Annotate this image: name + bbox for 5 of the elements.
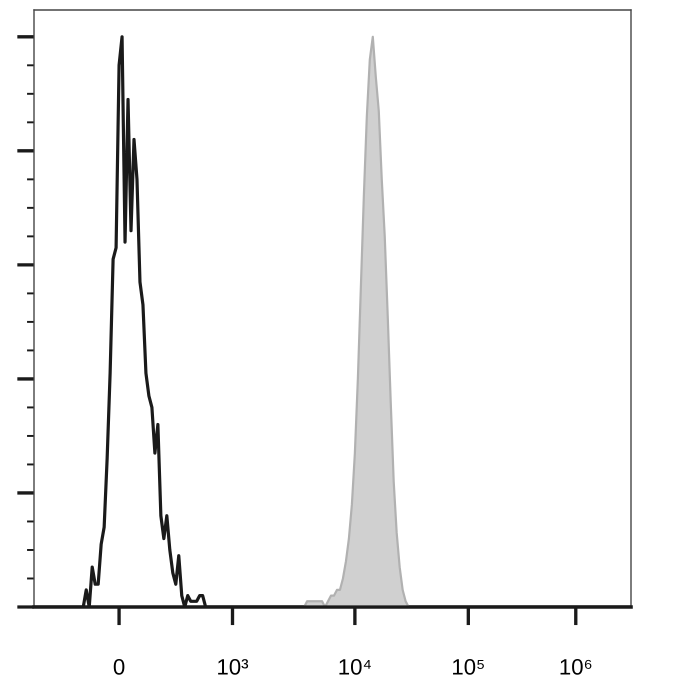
x-tick-label: 10³ [218, 658, 248, 675]
x-tick-label: 0 [114, 658, 124, 675]
x-tick-label: 10⁶ [560, 658, 592, 675]
x-tick-label: 10⁴ [339, 658, 371, 675]
x-tick-label: 10⁵ [453, 658, 484, 675]
